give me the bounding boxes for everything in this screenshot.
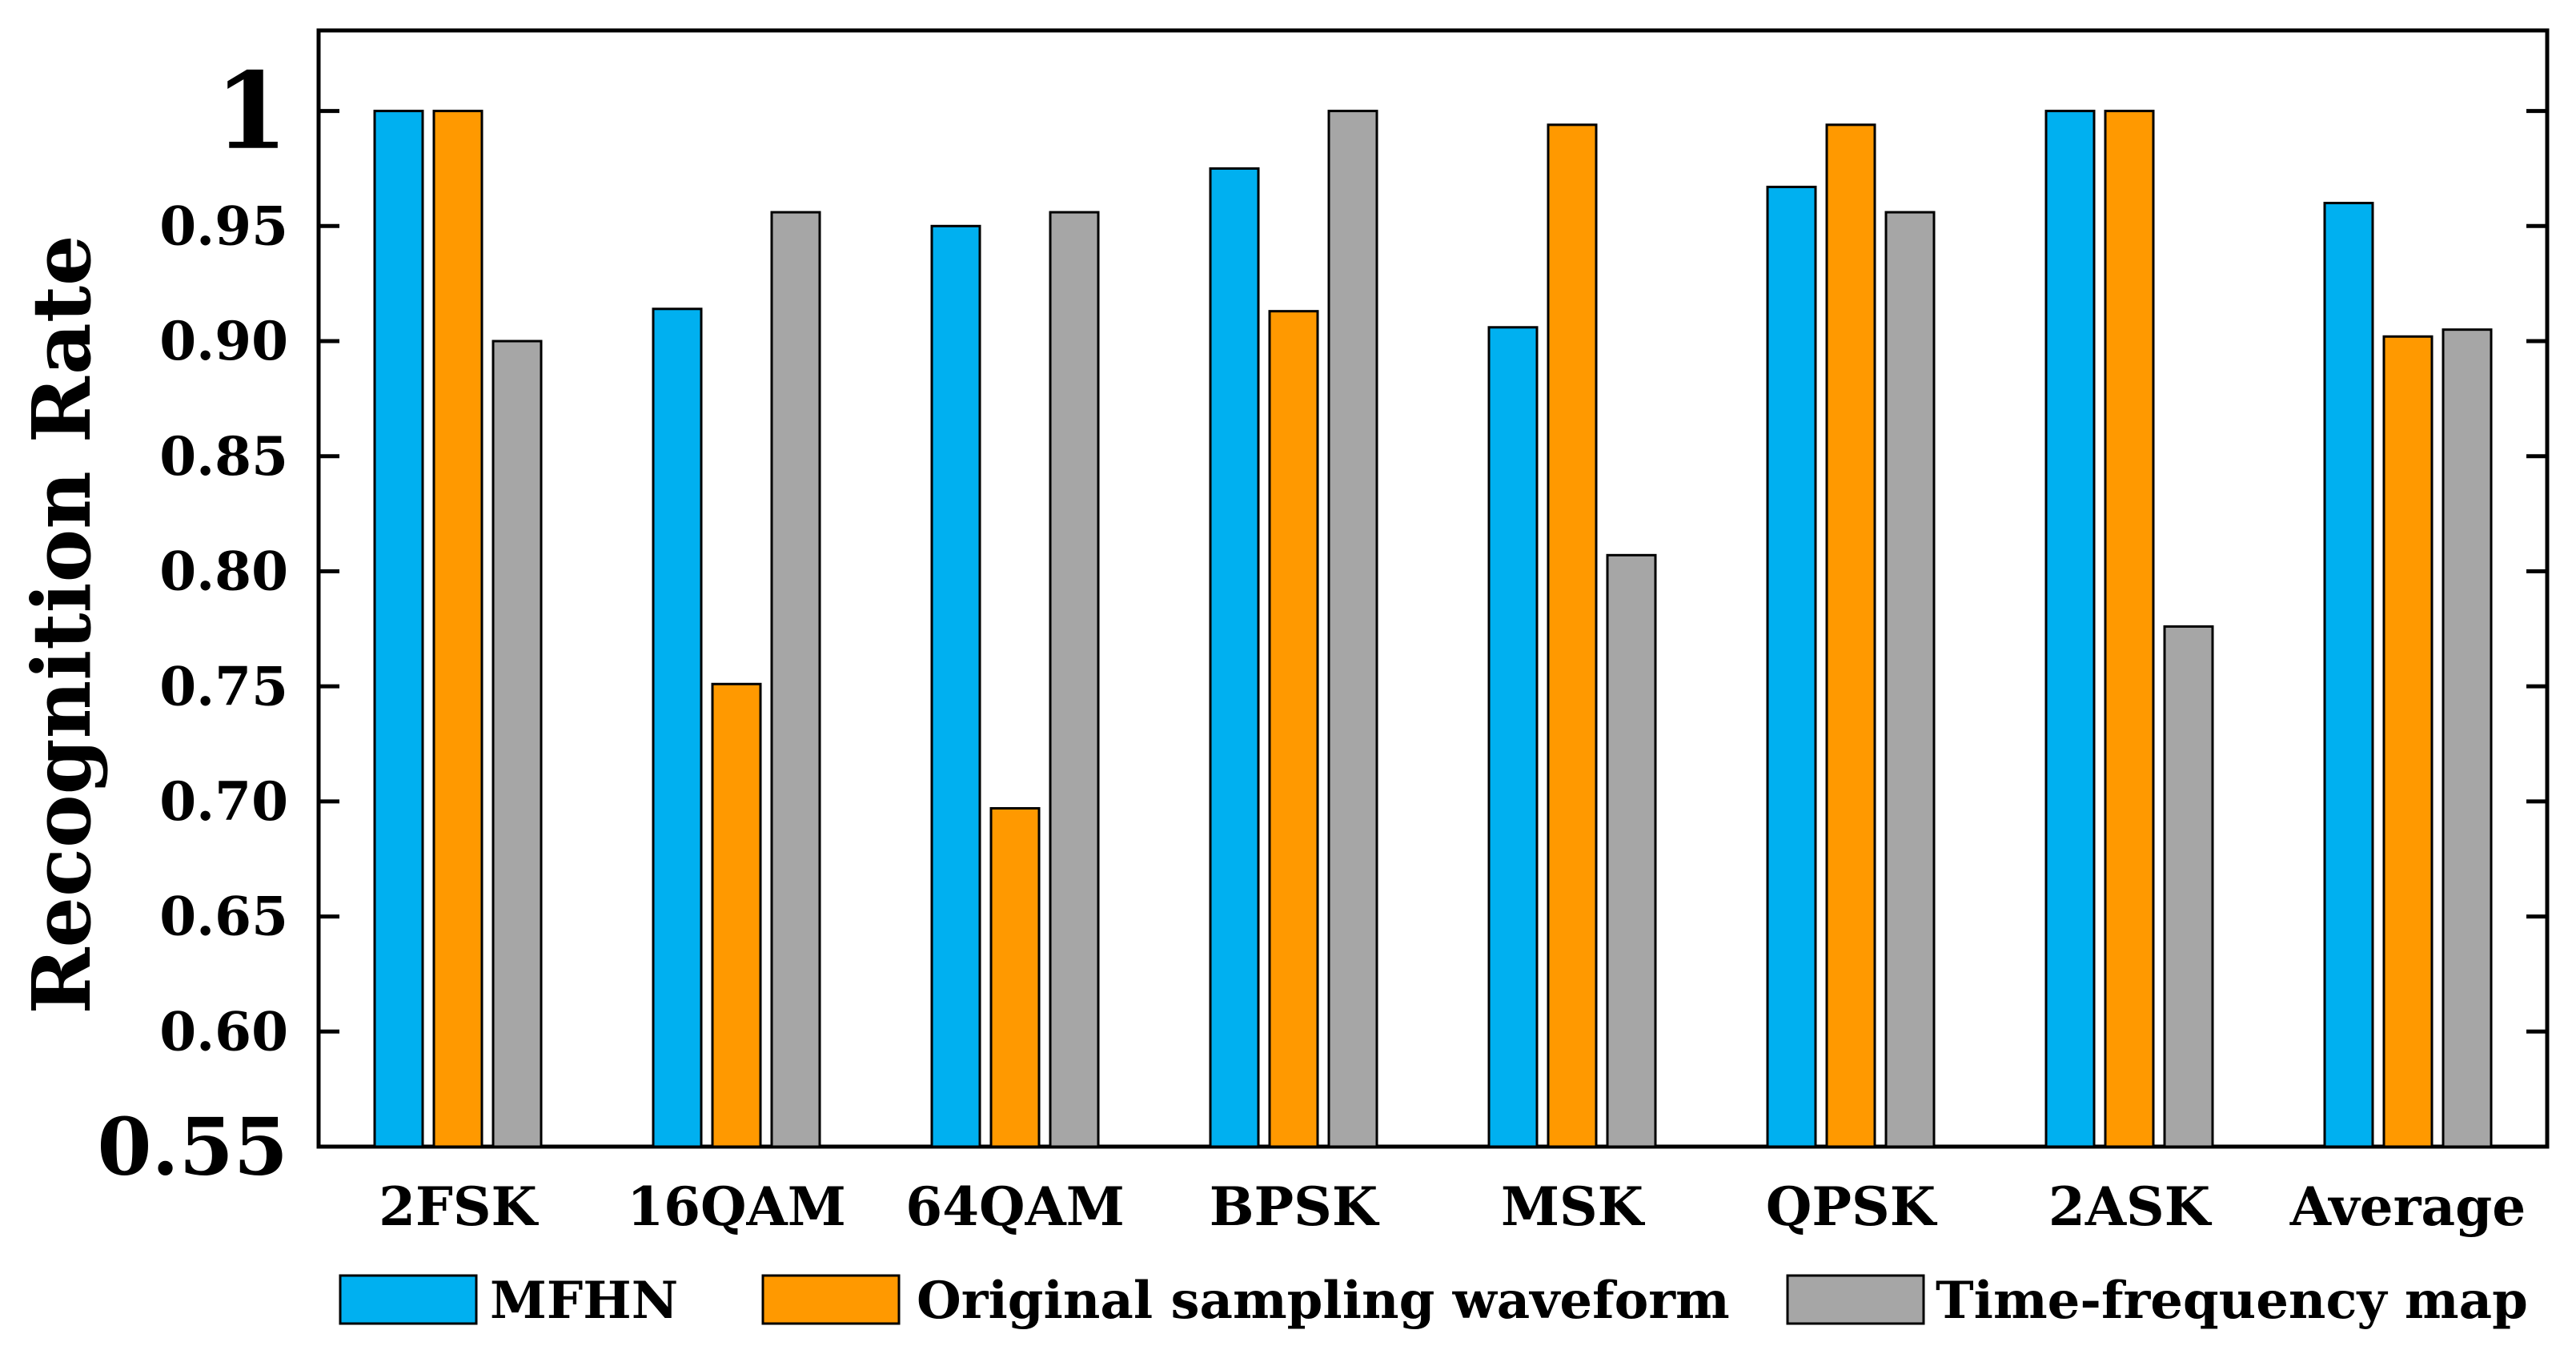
bar-2fsk-mfhn — [373, 110, 424, 1148]
bar-64qam-mfhn — [930, 224, 981, 1148]
legend-swatch-time-frequency-map — [1786, 1274, 1925, 1325]
x-tick-label: QPSK — [1766, 1175, 1938, 1238]
bar-bpsk-time-frequency-map — [1327, 110, 1378, 1148]
bar-msk-time-frequency-map — [1606, 553, 1657, 1148]
x-tick-label: BPSK — [1210, 1175, 1380, 1238]
bar-2ask-time-frequency-map — [2163, 625, 2214, 1148]
x-tick-label: Average — [2289, 1175, 2526, 1238]
y-tick-label: 0.80 — [159, 540, 288, 603]
y-tick-label: 0.65 — [159, 886, 288, 948]
legend-swatch-original-sampling-waveform — [761, 1274, 901, 1325]
legend-label: Original sampling waveform — [917, 1271, 1730, 1331]
bar-2ask-mfhn — [2044, 110, 2096, 1148]
bar-16qam-mfhn — [652, 307, 703, 1148]
x-tick-label: 2ASK — [2048, 1175, 2213, 1238]
y-tick-label: 0.75 — [159, 655, 288, 717]
y-tick-label: 0.90 — [159, 310, 288, 372]
x-tick-label: MSK — [1501, 1175, 1646, 1238]
y-tick-label: 0.85 — [159, 425, 288, 488]
bar-average-mfhn — [2323, 202, 2374, 1148]
legend: MFHN Original sampling waveform Time-frequ… — [339, 1271, 2528, 1331]
x-tick-label: 2FSK — [379, 1175, 539, 1238]
bar-bpsk-mfhn — [1209, 167, 1260, 1148]
y-tick-label: 0.95 — [159, 195, 288, 257]
bar-16qam-original-sampling-waveform — [711, 682, 762, 1148]
bar-16qam-time-frequency-map — [770, 211, 821, 1148]
y-tick-label: 1 — [215, 50, 288, 174]
bar-msk-mfhn — [1487, 326, 1539, 1148]
bar-average-original-sampling-waveform — [2382, 335, 2434, 1148]
bar-2ask-original-sampling-waveform — [2104, 110, 2155, 1148]
plot-frame — [316, 28, 2550, 1149]
y-axis-label: Recognition Rate — [14, 235, 109, 1014]
bar-qpsk-original-sampling-waveform — [1825, 123, 1876, 1148]
y-tick-label: 0.55 — [97, 1101, 288, 1193]
bar-msk-original-sampling-waveform — [1547, 123, 1598, 1148]
y-tick-label: 0.60 — [159, 1000, 288, 1063]
bar-2fsk-time-frequency-map — [492, 340, 543, 1148]
legend-label: Time-frequency map — [1936, 1271, 2528, 1331]
x-tick-label: 16QAM — [627, 1175, 846, 1238]
legend-label: MFHN — [490, 1271, 678, 1331]
plot-area: 0.55 0.60 0.65 0.70 0.75 0.80 0.85 0.90 0.95 1 2FS… — [97, 28, 2550, 1238]
y-tick-label: 0.70 — [159, 770, 288, 833]
bar-qpsk-mfhn — [1766, 185, 1817, 1148]
bar-average-time-frequency-map — [2442, 328, 2493, 1148]
legend-swatch-mfhn — [339, 1274, 478, 1325]
bar-64qam-original-sampling-waveform — [989, 806, 1041, 1148]
x-tick-label: 64QAM — [905, 1175, 1125, 1238]
bar-64qam-time-frequency-map — [1049, 211, 1100, 1148]
bar-2fsk-original-sampling-waveform — [432, 110, 484, 1148]
bar-bpsk-original-sampling-waveform — [1268, 310, 1319, 1148]
bar-qpsk-time-frequency-map — [1884, 211, 1936, 1148]
